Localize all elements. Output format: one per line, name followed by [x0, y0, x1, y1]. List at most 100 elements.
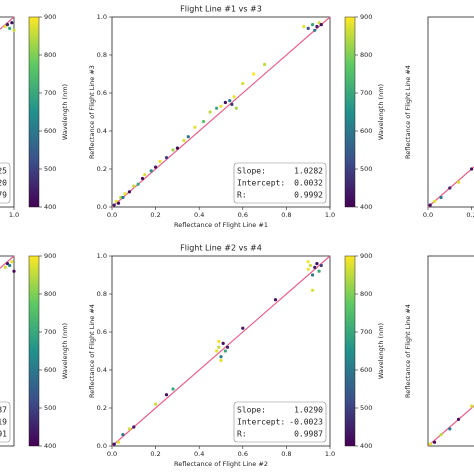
point	[158, 159, 162, 163]
point	[234, 106, 238, 110]
y-axis-label: Reflectance of Flight Line #4	[404, 304, 412, 398]
point	[439, 195, 443, 200]
point	[112, 442, 116, 446]
point	[12, 28, 16, 32]
point	[448, 427, 452, 431]
point	[319, 263, 323, 268]
colorbar-tick-label: 500	[44, 404, 56, 412]
y-axis-label: Reflectance of Flight Line #3	[88, 65, 96, 159]
point	[10, 21, 14, 25]
point	[448, 186, 452, 190]
point	[215, 349, 219, 353]
colorbar-tick-label: 900	[44, 252, 56, 260]
point	[315, 262, 319, 266]
x-tick-label: 0.6	[238, 450, 248, 458]
plot-frame	[0, 16, 15, 208]
identity-line	[111, 16, 331, 208]
point	[230, 102, 234, 106]
y-axis-label: Reflectance of Flight Line #4	[88, 304, 96, 398]
colorbar	[344, 16, 356, 208]
stat-name: Slope:	[237, 167, 266, 176]
y-tick-label: 0.0	[97, 442, 107, 450]
colorbar-label: Wavelength (nm)	[377, 323, 385, 379]
y-tick-label: 0.4	[97, 127, 107, 135]
x-tick-label: 1.0	[9, 211, 19, 219]
point	[10, 260, 14, 264]
colorbar-tick-label: 900	[360, 252, 372, 260]
point	[132, 425, 136, 429]
y-tick-label: 0.6	[97, 89, 107, 97]
chart-title: Flight Line #2 vs #4	[180, 244, 262, 253]
x-tick-label: 0.0	[107, 211, 117, 219]
point	[241, 326, 245, 330]
y-tick-label: 1.0	[97, 252, 107, 260]
point	[263, 62, 267, 67]
point	[136, 182, 140, 186]
identity-line	[427, 405, 474, 447]
stat-value: 79	[0, 191, 7, 200]
point	[217, 339, 221, 344]
colorbar	[28, 16, 40, 208]
point	[116, 201, 121, 205]
colorbar-tick-label: 600	[44, 127, 56, 135]
x-tick-label: 0.6	[238, 211, 248, 219]
colorbar-tick-label: 700	[44, 89, 56, 97]
point	[193, 125, 197, 129]
point	[317, 269, 321, 273]
point	[175, 146, 179, 150]
y-tick-label: 0.8	[97, 290, 107, 298]
colorbar	[344, 255, 356, 447]
point	[121, 195, 125, 200]
colorbar-tick-label: 900	[360, 13, 372, 21]
point	[221, 341, 225, 345]
point	[252, 72, 256, 76]
point	[456, 180, 461, 184]
point	[132, 184, 136, 188]
x-tick-label: 0.0	[423, 211, 433, 219]
x-tick-label: 0.2	[150, 450, 160, 458]
point	[154, 402, 158, 406]
colorbar-tick-label: 900	[44, 13, 56, 21]
colorbar-tick-label: 800	[360, 51, 372, 59]
point	[219, 355, 223, 359]
point	[123, 192, 127, 196]
point	[201, 119, 206, 124]
point	[154, 165, 158, 169]
point	[306, 267, 310, 271]
colorbar-tick-label: 700	[360, 328, 372, 336]
x-tick-label: 1.0	[325, 450, 335, 458]
point	[317, 21, 321, 25]
point	[143, 173, 147, 177]
point	[313, 265, 317, 269]
x-tick-label: 1.0	[325, 211, 335, 219]
point	[121, 433, 125, 437]
x-tick-label: 0.2	[150, 211, 160, 219]
colorbar	[28, 255, 40, 447]
plot-frame	[111, 255, 331, 447]
point	[302, 24, 306, 29]
colorbar-tick-label: 500	[360, 165, 372, 173]
x-tick-label: 0.8	[281, 450, 291, 458]
point	[8, 26, 12, 30]
point	[182, 138, 186, 143]
colorbar-label: Wavelength (nm)	[61, 323, 69, 379]
point	[232, 95, 236, 99]
stat-name: Slope:	[237, 406, 266, 415]
point	[470, 167, 474, 171]
point	[149, 169, 153, 173]
point	[112, 203, 116, 207]
stat-name: Intercept:	[237, 418, 285, 427]
stat-value: 0.9987	[294, 430, 323, 439]
y-tick-label: 0.0	[97, 203, 107, 211]
colorbar-tick-label: 400	[44, 442, 56, 450]
x-tick-label: 0.8	[281, 211, 291, 219]
stat-value: 19	[0, 418, 7, 427]
point	[223, 349, 227, 353]
point	[228, 99, 232, 103]
point	[219, 358, 223, 363]
colorbar-tick-label: 400	[360, 442, 372, 450]
stats-box	[233, 401, 327, 443]
colorbar-tick-label: 700	[44, 328, 56, 336]
